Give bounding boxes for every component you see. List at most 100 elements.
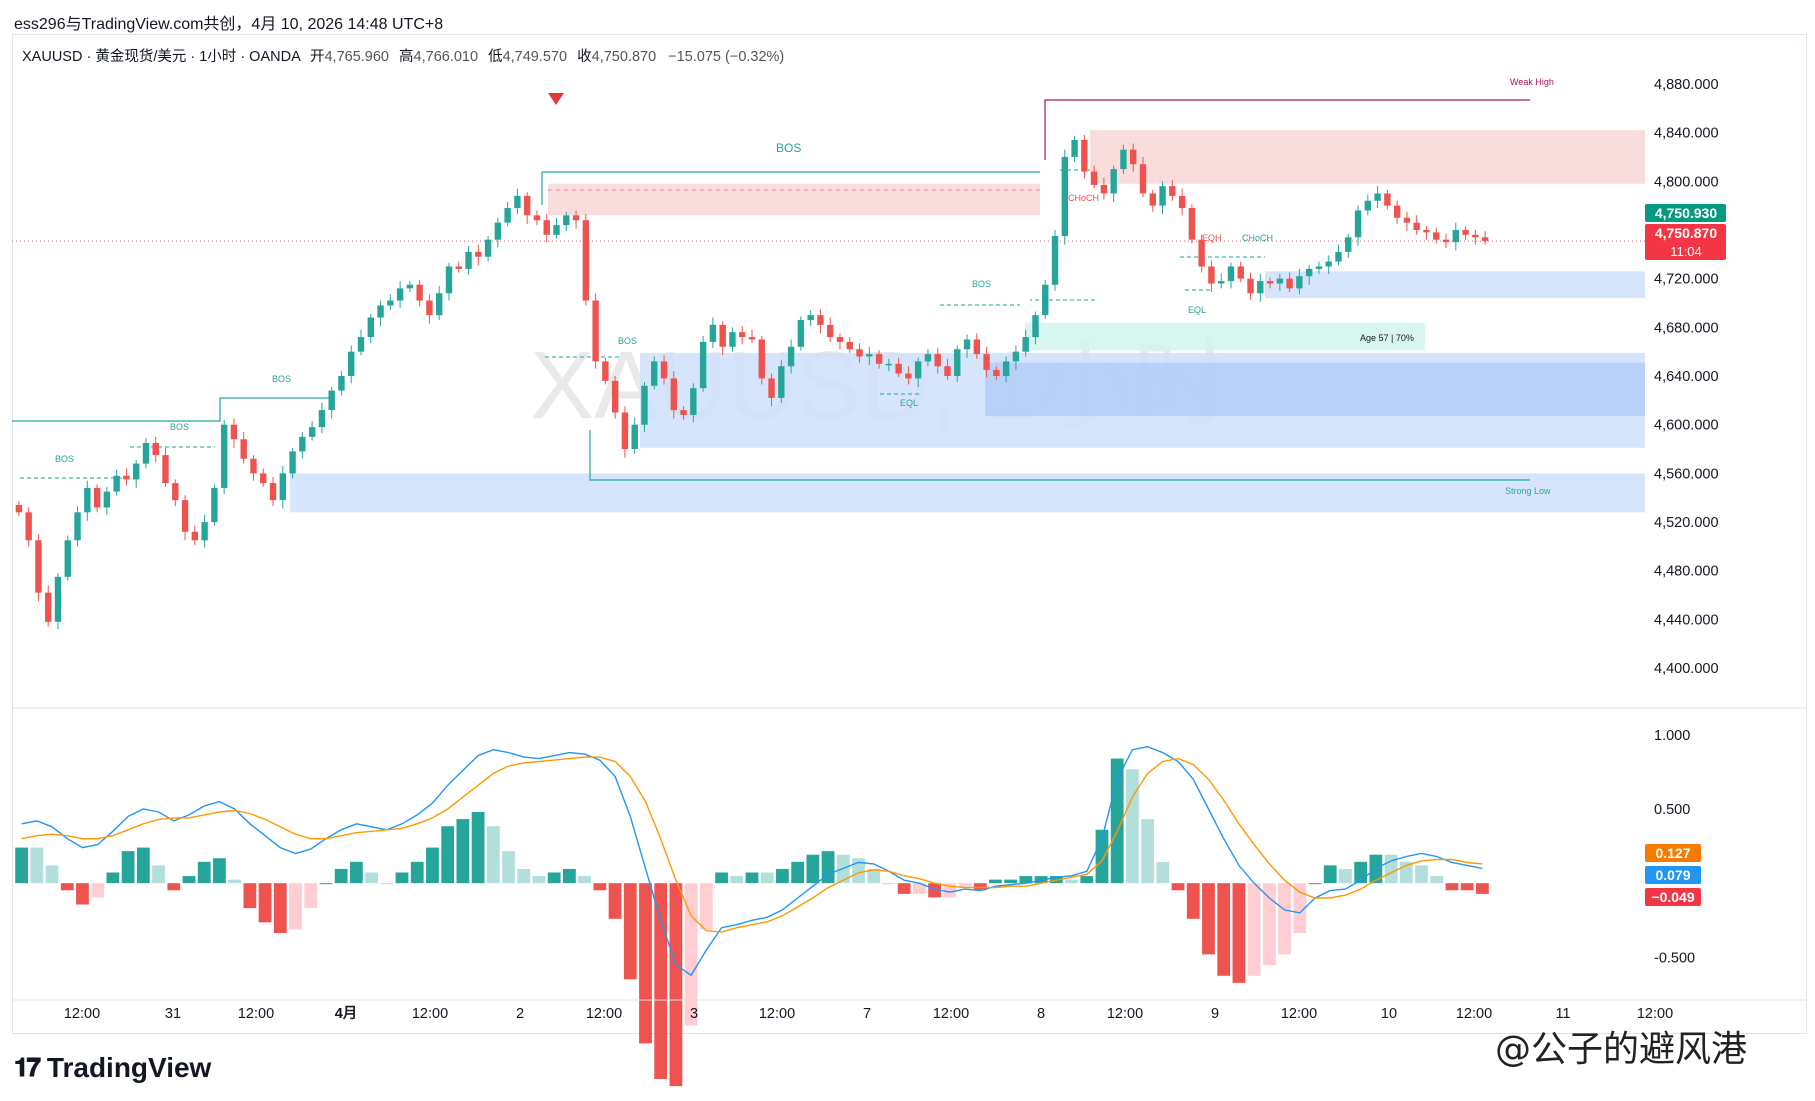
candle-body[interactable]	[1296, 276, 1303, 289]
candle-body[interactable]	[739, 332, 746, 338]
candle-body[interactable]	[895, 363, 902, 374]
candle-body[interactable]	[905, 373, 912, 379]
candle-body[interactable]	[631, 424, 638, 450]
candle-body[interactable]	[817, 315, 824, 325]
candle-body[interactable]	[1159, 186, 1166, 206]
candle-body[interactable]	[973, 339, 981, 355]
candle-body[interactable]	[54, 576, 62, 622]
candle-body[interactable]	[963, 339, 971, 350]
candle-body[interactable]	[367, 317, 374, 338]
candle-body[interactable]	[25, 512, 32, 541]
candle-body[interactable]	[993, 369, 1000, 376]
candle-body[interactable]	[1139, 164, 1147, 194]
candle-body[interactable]	[455, 266, 462, 269]
candle-body[interactable]	[475, 251, 482, 257]
candle-body[interactable]	[15, 505, 23, 513]
candle-body[interactable]	[572, 215, 580, 221]
candle-body[interactable]	[1335, 251, 1342, 262]
candle-body[interactable]	[132, 463, 140, 480]
candle-body[interactable]	[602, 361, 609, 381]
candle-body[interactable]	[45, 592, 52, 622]
candle-body[interactable]	[748, 337, 756, 340]
candle-body[interactable]	[240, 439, 247, 459]
candle-body[interactable]	[201, 522, 208, 541]
candle-body[interactable]	[318, 410, 326, 428]
candle-body[interactable]	[954, 349, 961, 376]
candle-body[interactable]	[35, 540, 42, 593]
tradingview-logo[interactable]: 𝟏𝟕 TradingView	[14, 1052, 211, 1084]
candle-body[interactable]	[211, 487, 218, 523]
candle-body[interactable]	[1481, 237, 1489, 241]
candle-body[interactable]	[1217, 281, 1225, 284]
candle-body[interactable]	[1442, 239, 1450, 243]
candle-body[interactable]	[260, 473, 267, 484]
candle-body[interactable]	[1051, 236, 1059, 285]
candle-body[interactable]	[1354, 210, 1362, 238]
candle-body[interactable]	[504, 208, 511, 223]
candle-body[interactable]	[553, 225, 560, 235]
candle-body[interactable]	[113, 475, 120, 492]
candle-body[interactable]	[611, 380, 619, 413]
candle-body[interactable]	[1110, 169, 1117, 194]
candle-body[interactable]	[152, 442, 159, 456]
candle-body[interactable]	[1345, 237, 1352, 252]
candle-body[interactable]	[1413, 222, 1420, 230]
candle-body[interactable]	[1276, 278, 1284, 284]
candle-body[interactable]	[191, 531, 199, 541]
candle-body[interactable]	[1325, 261, 1332, 267]
candle-body[interactable]	[1061, 156, 1068, 237]
candle-body[interactable]	[944, 366, 951, 376]
candle-body[interactable]	[1149, 193, 1156, 206]
candle-body[interactable]	[357, 337, 365, 352]
candle-body[interactable]	[543, 220, 550, 235]
candle-body[interactable]	[1257, 281, 1264, 294]
candle-body[interactable]	[523, 195, 531, 216]
candle-body[interactable]	[719, 324, 726, 347]
candle-body[interactable]	[406, 284, 414, 289]
candle-body[interactable]	[709, 324, 717, 342]
candle-body[interactable]	[1364, 200, 1372, 211]
candle-body[interactable]	[729, 332, 736, 347]
candle-body[interactable]	[1423, 229, 1430, 233]
candle-body[interactable]	[250, 458, 257, 474]
candle-body[interactable]	[387, 300, 394, 306]
candle-body[interactable]	[846, 341, 853, 350]
candle-body[interactable]	[465, 251, 472, 269]
candle-body[interactable]	[396, 288, 404, 301]
candle-body[interactable]	[1472, 234, 1479, 238]
candle-body[interactable]	[308, 427, 316, 437]
candle-body[interactable]	[621, 412, 629, 450]
candle-body[interactable]	[1403, 217, 1411, 223]
candle-body[interactable]	[426, 300, 433, 316]
candle-body[interactable]	[416, 284, 423, 301]
candle-body[interactable]	[1286, 278, 1293, 289]
candle-body[interactable]	[1032, 315, 1039, 338]
candle-body[interactable]	[1208, 266, 1215, 284]
candle-body[interactable]	[348, 351, 355, 376]
candle-body[interactable]	[582, 220, 590, 301]
candle-body[interactable]	[514, 195, 521, 209]
candle-body[interactable]	[1433, 232, 1440, 240]
candle-body[interactable]	[299, 436, 306, 452]
candle-body[interactable]	[1081, 139, 1088, 172]
candle-body[interactable]	[1188, 208, 1196, 240]
candle-body[interactable]	[64, 540, 71, 577]
candle-body[interactable]	[74, 512, 81, 541]
candle-body[interactable]	[934, 354, 941, 367]
candle-body[interactable]	[856, 349, 863, 357]
candle-body[interactable]	[484, 239, 492, 257]
candle-body[interactable]	[1042, 284, 1049, 316]
candle-body[interactable]	[533, 215, 541, 221]
candle-body[interactable]	[885, 363, 893, 366]
candle-body[interactable]	[690, 388, 697, 415]
candle-body[interactable]	[1237, 266, 1244, 279]
candle-body[interactable]	[1462, 229, 1469, 235]
candle-body[interactable]	[1120, 149, 1127, 170]
candle-body[interactable]	[445, 266, 453, 294]
candle-body[interactable]	[563, 215, 570, 226]
candle-body[interactable]	[220, 424, 228, 488]
candle-body[interactable]	[914, 361, 922, 379]
candle-body[interactable]	[1198, 239, 1205, 267]
candle-body[interactable]	[103, 491, 111, 508]
